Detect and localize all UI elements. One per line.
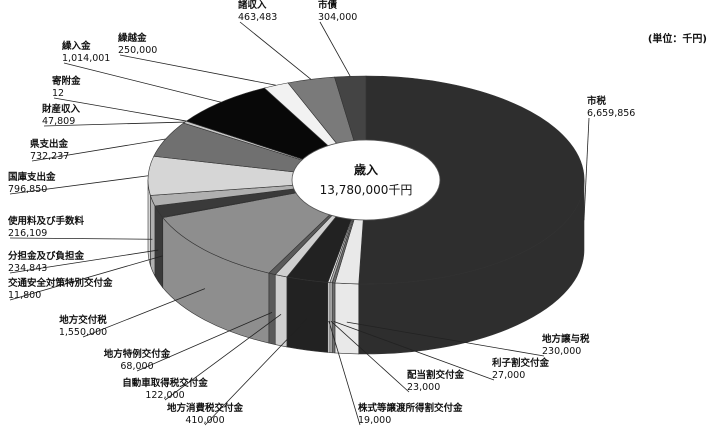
slice-value-18: 250,000 xyxy=(118,45,157,56)
center-label: 歳入 xyxy=(354,162,378,177)
pie-side-6 xyxy=(286,276,329,353)
slice-value-13: 796,850 xyxy=(8,184,47,195)
leader-line-1 xyxy=(583,117,590,221)
slice-label-16: 寄附金 xyxy=(52,75,81,87)
slice-label-5: 株式等譲渡所得割交付金 xyxy=(358,402,463,414)
slice-label-4: 配当割交付金 xyxy=(407,369,465,381)
leader-line-2 xyxy=(346,321,545,357)
leader-line-9 xyxy=(82,288,206,338)
slice-value-14: 732,237 xyxy=(30,151,69,162)
slice-label-10: 交通安全対策特別交付金 xyxy=(8,277,113,289)
slice-value-9: 1,550,000 xyxy=(59,327,107,338)
pie-side-12 xyxy=(150,195,156,277)
pie-side-3 xyxy=(331,282,336,354)
leader-line-7 xyxy=(164,313,282,401)
slice-value-12: 216,109 xyxy=(8,228,47,239)
slice-label-14: 県支出金 xyxy=(30,138,69,150)
leader-line-12 xyxy=(9,237,153,240)
slice-label-6: 地方消費税交付金 xyxy=(167,402,244,414)
leader-line-13 xyxy=(9,175,149,195)
slice-value-8: 68,000 xyxy=(120,361,153,372)
pie-side-walls xyxy=(147,179,585,355)
slice-value-6: 410,000 xyxy=(185,415,224,426)
slice-label-15: 財産収入 xyxy=(41,103,81,115)
pie-side-4 xyxy=(329,282,333,354)
slice-label-13: 国庫支出金 xyxy=(8,171,56,183)
slice-label-17: 繰入金 xyxy=(61,40,91,52)
leader-line-11 xyxy=(9,249,159,274)
slice-label-3: 利子割交付金 xyxy=(491,357,550,369)
slice-value-11: 234,843 xyxy=(8,263,47,274)
slice-value-20: 304,000 xyxy=(318,12,357,23)
slice-value-19: 463,483 xyxy=(238,12,277,23)
leader-line-6 xyxy=(204,318,308,426)
slice-value-10: 11,800 xyxy=(8,290,41,301)
leader-line-8 xyxy=(136,311,273,372)
total-label: 13,780,000千円 xyxy=(320,183,413,197)
leader-lines xyxy=(9,21,590,426)
leader-line-16 xyxy=(53,97,187,122)
pie-side-7 xyxy=(274,274,288,348)
slice-label-9: 地方交付税 xyxy=(59,314,107,326)
leader-line-18 xyxy=(119,54,277,86)
center-disc xyxy=(291,139,441,221)
slice-label-11: 分担金及び負担金 xyxy=(8,250,85,262)
pie-side-8 xyxy=(268,272,276,345)
leader-line-14 xyxy=(31,138,166,162)
leader-line-20 xyxy=(319,21,351,77)
slice-value-2: 230,000 xyxy=(542,346,581,357)
leader-line-15 xyxy=(43,121,185,127)
slice-label-18: 繰越金 xyxy=(117,32,147,44)
pie-slice-1 xyxy=(358,75,585,285)
slice-value-16: 12 xyxy=(52,88,64,99)
leader-line-19 xyxy=(239,21,312,80)
unit-label: (単位：千円) xyxy=(647,34,707,45)
slice-label-2: 地方譲与税 xyxy=(542,333,590,345)
slice-label-20: 市債 xyxy=(318,0,338,11)
slice-value-5: 19,000 xyxy=(358,415,391,426)
leader-line-17 xyxy=(63,62,222,103)
leader-line-3 xyxy=(333,320,495,381)
slice-value-7: 122,000 xyxy=(145,390,184,401)
slice-value-4: 23,000 xyxy=(407,382,440,393)
slice-label-1: 市税 xyxy=(587,95,607,107)
slice-value-3: 27,000 xyxy=(492,370,525,381)
slice-value-17: 1,014,001 xyxy=(62,53,110,64)
slice-label-8: 地方特例交付金 xyxy=(104,348,171,360)
slice-value-15: 47,809 xyxy=(42,116,75,127)
leader-line-10 xyxy=(9,255,163,301)
slice-value-1: 6,659,856 xyxy=(587,108,635,119)
leader-line-5 xyxy=(328,320,361,426)
slice-label-19: 諸収入 xyxy=(238,0,267,11)
pie-side-11 xyxy=(154,205,163,288)
slice-label-7: 自動車取得税交付金 xyxy=(122,377,208,389)
leader-line-4 xyxy=(330,320,410,393)
slice-label-12: 使用料及び手数料 xyxy=(7,215,85,227)
